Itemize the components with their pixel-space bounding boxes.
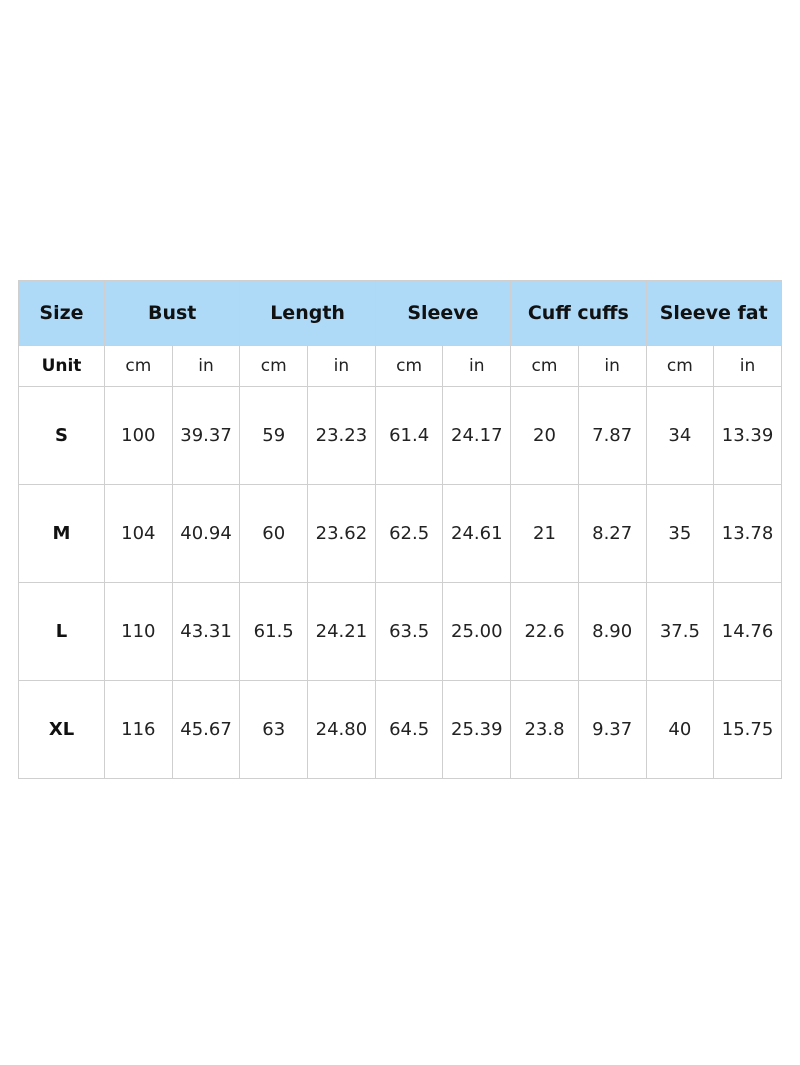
value-cell: 7.87 — [577, 386, 647, 485]
unit-cell: cm — [510, 345, 579, 387]
value-cell: 39.37 — [171, 386, 241, 485]
table-body: Size Bust Length Sleeve Cuff cuffs Sleeve fat… — [18, 280, 782, 779]
value-cell: 60 — [239, 484, 309, 583]
unit-cell: in — [171, 345, 241, 387]
value-cell: 23.62 — [307, 484, 376, 583]
data-row: M 104 40.94 60 23.62 62.5 24.61 21 8.27 35 13.78 — [18, 484, 782, 583]
value-cell: 24.21 — [307, 582, 376, 681]
value-cell: 13.78 — [713, 484, 782, 583]
value-cell: 22.6 — [510, 582, 579, 681]
value-cell: 24.17 — [442, 386, 512, 485]
value-cell: 24.80 — [307, 680, 376, 779]
value-cell: 100 — [104, 386, 173, 485]
header-cell: Length — [239, 280, 376, 346]
header-row: Size Bust Length Sleeve Cuff cuffs Sleeve fat — [18, 280, 782, 346]
unit-cell: in — [442, 345, 512, 387]
data-row: XL 116 45.67 63 24.80 64.5 25.39 23.8 9.37 40 15.7… — [18, 680, 782, 779]
value-cell: 23.23 — [307, 386, 376, 485]
value-cell: 20 — [510, 386, 579, 485]
value-cell: 64.5 — [374, 680, 444, 779]
value-cell: 8.90 — [577, 582, 647, 681]
value-cell: 24.61 — [442, 484, 512, 583]
header-cell: Cuff cuffs — [510, 280, 647, 346]
value-cell: 61.5 — [239, 582, 309, 681]
value-cell: 9.37 — [577, 680, 647, 779]
unit-cell: in — [713, 345, 782, 387]
value-cell: 40.94 — [171, 484, 241, 583]
value-cell: 104 — [104, 484, 173, 583]
value-cell: 62.5 — [374, 484, 444, 583]
size-cell: XL — [18, 680, 105, 779]
value-cell: 35 — [645, 484, 715, 583]
value-cell: 25.00 — [442, 582, 512, 681]
value-cell: 8.27 — [577, 484, 647, 583]
size-cell: S — [18, 386, 105, 485]
value-cell: 37.5 — [645, 582, 715, 681]
size-table: Size Bust Length Sleeve Cuff cuffs Sleeve fat… — [18, 280, 782, 779]
size-cell: M — [18, 484, 105, 583]
value-cell: 23.8 — [510, 680, 579, 779]
value-cell: 63.5 — [374, 582, 444, 681]
unit-cell: Unit — [18, 345, 105, 387]
header-cell: Sleeve — [374, 280, 512, 346]
value-cell: 13.39 — [713, 386, 782, 485]
data-row: L 110 43.31 61.5 24.21 63.5 25.00 22.6 8.90 37.5 1… — [18, 582, 782, 681]
unit-cell: cm — [645, 345, 715, 387]
value-cell: 40 — [645, 680, 715, 779]
value-cell: 14.76 — [713, 582, 782, 681]
size-cell: L — [18, 582, 105, 681]
header-cell: Size — [18, 280, 105, 346]
unit-cell: in — [307, 345, 376, 387]
value-cell: 25.39 — [442, 680, 512, 779]
header-cell: Sleeve fat — [645, 280, 782, 346]
data-row: S 100 39.37 59 23.23 61.4 24.17 20 7.87 34 13.39 — [18, 386, 782, 485]
unit-cell: in — [577, 345, 647, 387]
value-cell: 43.31 — [171, 582, 241, 681]
unit-cell: cm — [374, 345, 444, 387]
value-cell: 59 — [239, 386, 309, 485]
unit-row: Unit cm in cm in cm in cm in cm in — [18, 345, 782, 387]
value-cell: 15.75 — [713, 680, 782, 779]
value-cell: 34 — [645, 386, 715, 485]
value-cell: 116 — [104, 680, 173, 779]
value-cell: 63 — [239, 680, 309, 779]
unit-cell: cm — [239, 345, 309, 387]
value-cell: 45.67 — [171, 680, 241, 779]
value-cell: 61.4 — [374, 386, 444, 485]
unit-cell: cm — [104, 345, 173, 387]
header-cell: Bust — [103, 280, 241, 346]
value-cell: 110 — [104, 582, 173, 681]
value-cell: 21 — [510, 484, 579, 583]
